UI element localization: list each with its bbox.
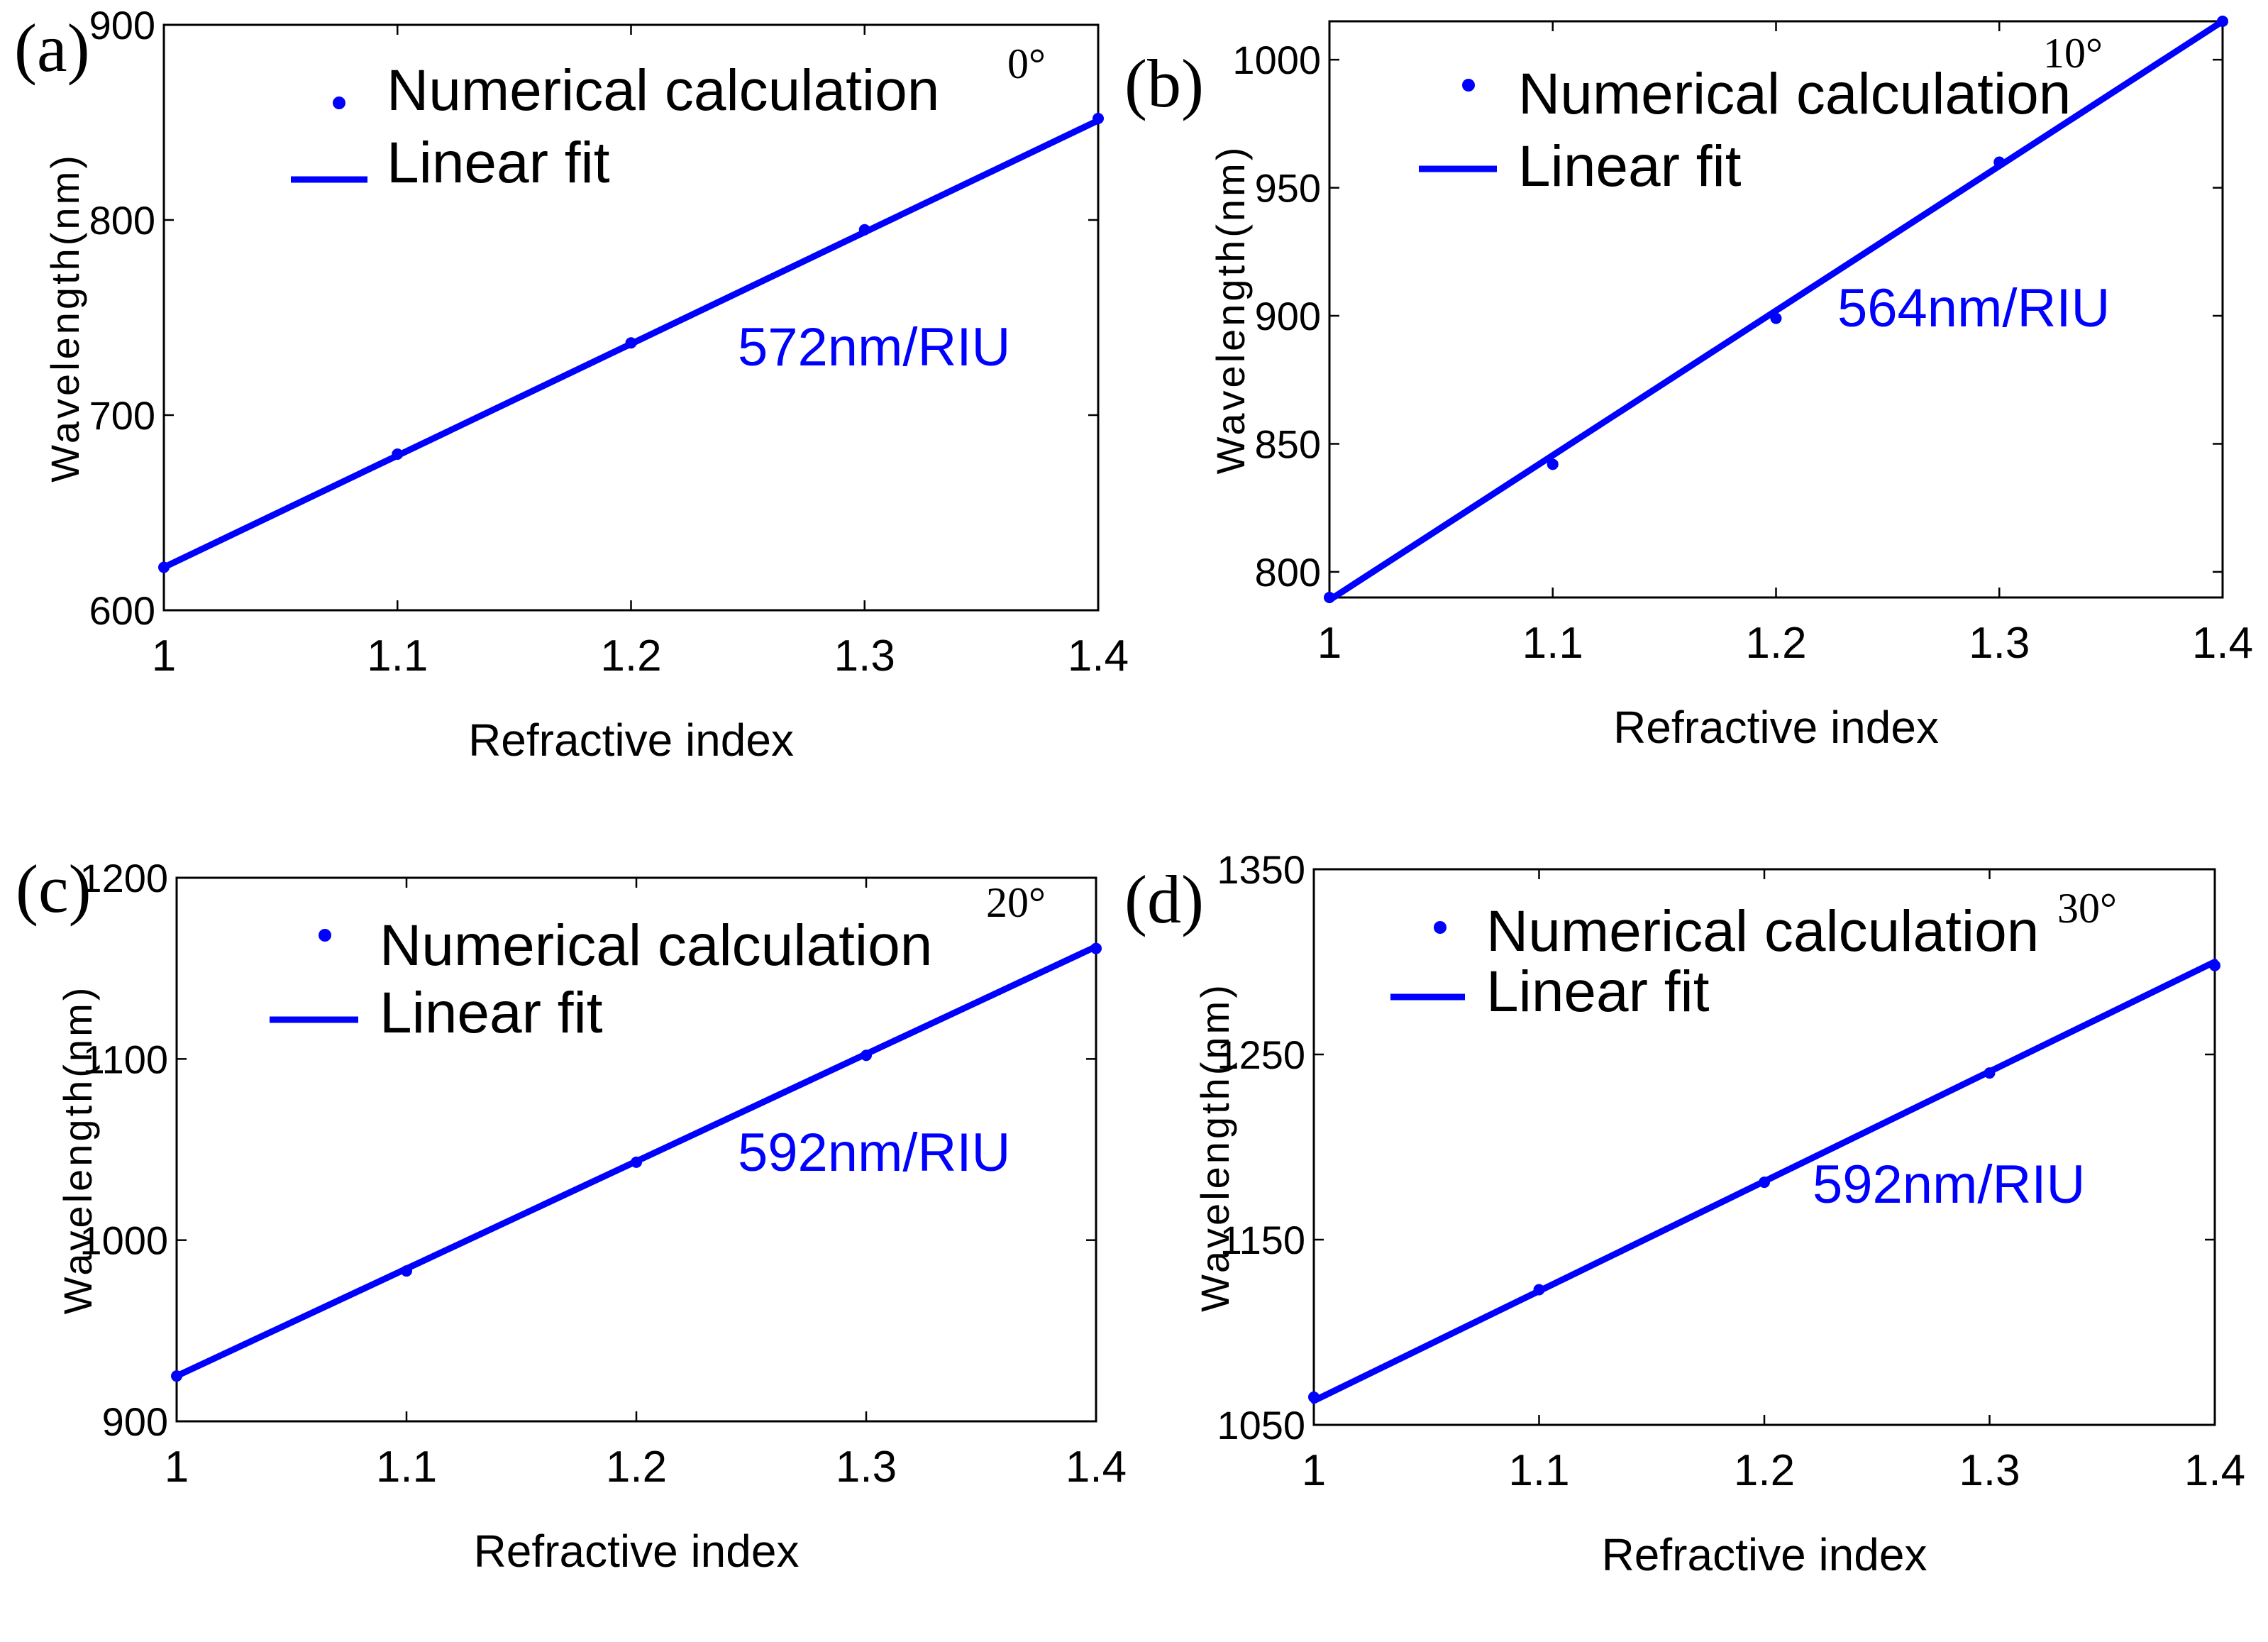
panel-a: 1 1.1 1.2 1.3 1.4 600 700 800 900 Refractive inde… [14,3,1129,766]
panel-c-ytick-label: 1200 [79,856,168,900]
panel-a-data-point [858,224,870,236]
panel-b-xtick-label: 1 [1317,619,1342,668]
panel-c: 1 1.1 1.2 1.3 1.4 900 1000 1100 1200 Refractive i… [16,851,1127,1577]
panel-a-ytick-label: 800 [89,198,155,243]
panel-a-data-point [392,448,404,460]
panel-a-xtick-label: 1 [152,632,176,681]
panel-a-angle-label: 0° [1007,40,1046,87]
panel-a-xlabel: Refractive index [468,715,794,766]
panel-c-ylabel: Wavelength(nm) [55,985,100,1315]
panel-d-data-point [2209,959,2220,971]
panel-d-data-point [1984,1067,1996,1079]
panel-d-xlabel: Refractive index [1602,1529,1927,1580]
panel-c-ytick-label: 1100 [83,1037,168,1081]
panel-c-data-point [401,1265,412,1277]
panel-a-data-point [1092,113,1104,124]
panel-d-xtick-label: 1.1 [1508,1446,1569,1495]
panel-c-sensitivity-label: 592nm/RIU [738,1123,1010,1183]
panel-b: 1 1.1 1.2 1.3 1.4 800 850 900 950 1000 Refractive … [1124,16,2253,753]
panel-d-legend-label-fit: Linear fit [1486,959,1710,1024]
panel-d-xtick-label: 1.2 [1734,1446,1795,1495]
panel-b-fit-line [1326,18,2226,604]
panel-d-legend-label-numerical: Numerical calculation [1486,899,2039,964]
panel-a-legend-label-numerical: Numerical calculation [387,58,939,123]
panel-d-ylabel: Wavelength(nm) [1193,982,1237,1312]
panel-c-xtick-label: 1.1 [376,1443,437,1492]
panel-d-ytick-label: 1150 [1220,1218,1305,1262]
panel-c-data-point [861,1049,872,1062]
panel-d-xtick-label: 1.3 [1959,1446,2020,1495]
panel-c-angle-label: 20° [986,879,1046,926]
panel-b-ytick-label: 850 [1255,421,1321,466]
panel-b-data-point [1993,156,2006,168]
panel-b-ytick-label: 800 [1255,550,1321,595]
panel-c-legend-label-numerical: Numerical calculation [380,913,932,978]
panel-c-data-point [171,1370,182,1382]
panel-b-xtick-label: 1.4 [2192,619,2253,668]
panel-b-data-point [1547,458,1559,470]
panel-b-xlabel: Refractive index [1613,702,1939,753]
panel-a-xtick-label: 1.1 [367,632,428,681]
panel-b-xtick-label: 1.3 [1969,619,2030,668]
panel-a-xtick-label: 1.3 [834,632,895,681]
panel-d-data-point [1533,1284,1545,1296]
panel-d-legend-marker [1434,921,1446,934]
panel-b-data-point [1770,312,1782,324]
panel-d-data-point [1759,1177,1770,1189]
panel-a-xtick-label: 1.4 [1068,632,1129,681]
panel-d-ytick-label: 1050 [1217,1403,1305,1448]
panel-d-data-point [1308,1391,1320,1403]
panel-b-xtick-label: 1.2 [1745,619,1806,668]
panel-d-ytick-label: 1250 [1217,1032,1305,1077]
panel-c-data-point [631,1156,642,1168]
panel-c-panel-label: (c) [16,851,92,927]
panel-b-data-point [2217,16,2228,27]
panel-a-ytick-label: 900 [89,3,155,48]
panel-c-data-point [1090,942,1102,954]
panel-b-data-point [1324,592,1335,603]
panel-d-xtick-label: 1 [1302,1446,1326,1495]
panel-d-angle-label: 30° [2057,885,2117,932]
panel-a-panel-label: (a) [14,10,90,86]
panel-a-ytick-label: 700 [89,393,155,438]
panel-a-xtick-label: 1.2 [600,632,661,681]
panel-b-legend-label-fit: Linear fit [1518,134,1742,199]
panel-b-legend-label-numerical: Numerical calculation [1518,62,2071,126]
panel-d-sensitivity-label: 592nm/RIU [1813,1155,2085,1215]
panel-b-xtick-label: 1.1 [1522,619,1583,668]
panel-b-legend-marker [1462,79,1475,92]
panel-c-xlabel: Refractive index [474,1526,800,1577]
panel-b-ytick-label: 900 [1255,294,1321,338]
panel-a-legend-label-fit: Linear fit [387,131,610,195]
panel-b-sensitivity-label: 564nm/RIU [1837,278,2110,338]
panel-c-legend-marker [319,929,331,942]
panel-a-data-point [158,561,170,573]
panel-a-legend-marker [333,97,345,109]
panel-c-legend-label-fit: Linear fit [380,981,603,1045]
panel-b-ytick-label: 950 [1255,166,1321,211]
panel-c-xtick-label: 1.4 [1066,1443,1127,1492]
panel-d-panel-label: (d) [1124,861,1204,937]
panel-b-panel-label: (b) [1124,45,1204,121]
panel-c-xtick-label: 1.2 [606,1443,667,1492]
panel-b-angle-label: 10° [2043,30,2103,77]
panel-c-xtick-label: 1 [165,1443,189,1492]
panel-a-data-point [625,337,637,349]
panel-c-ytick-label: 900 [102,1399,168,1444]
panel-d-ytick-label: 1350 [1217,847,1305,892]
panel-b-ytick-label: 1000 [1232,38,1321,82]
panel-c-xtick-label: 1.3 [836,1443,897,1492]
panel-a-ytick-label: 600 [89,588,155,633]
panel-d: 1 1.1 1.2 1.3 1.4 1050 1150 1250 1350 Refractive … [1124,847,2245,1580]
panel-a-sensitivity-label: 572nm/RIU [738,317,1010,378]
panel-a-ylabel: Wavelength(nm) [43,153,87,483]
panel-b-ylabel: Wavelength(nm) [1208,145,1253,475]
panel-c-ytick-label: 1000 [79,1218,168,1263]
panel-d-xtick-label: 1.4 [2184,1446,2245,1495]
